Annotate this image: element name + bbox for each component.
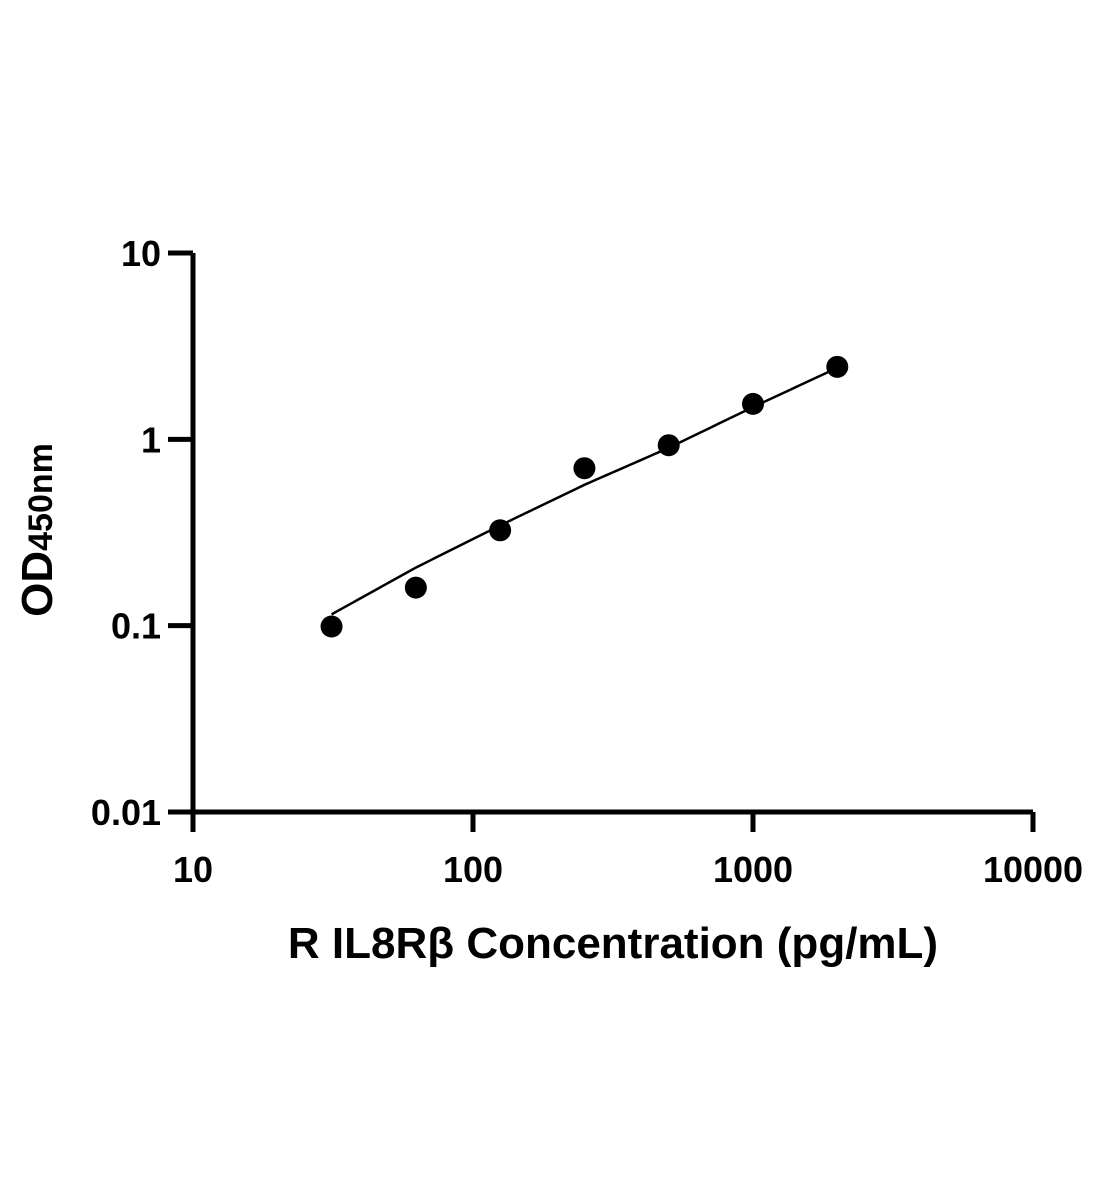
data-point: [657, 434, 680, 457]
data-point: [489, 519, 512, 542]
data-point: [742, 392, 764, 415]
x-axis-ticks: 10 100 1000 10000: [173, 812, 1083, 890]
y-tick-label: 0.1: [111, 606, 161, 647]
y-axis-title-sub: 450nm: [22, 443, 60, 551]
x-tick-label: 10: [173, 849, 213, 890]
y-axis-title: OD450nm: [13, 443, 62, 617]
y-axis-ticks: 0.01 0.1 1 10: [91, 233, 193, 833]
data-point: [573, 457, 596, 480]
data-point: [404, 576, 427, 599]
x-tick-label: 1000: [713, 849, 793, 890]
data-point: [826, 355, 849, 378]
y-tick-label: 10: [121, 233, 161, 274]
x-tick-label: 10000: [983, 849, 1083, 890]
y-tick-label: 0.01: [91, 792, 161, 833]
x-axis-title: R IL8Rβ Concentration (pg/mL): [288, 919, 938, 968]
y-axis-title-main: OD: [13, 551, 62, 617]
y-tick-label: 1: [141, 419, 161, 460]
data-points: [320, 355, 849, 638]
data-point: [320, 615, 343, 638]
x-tick-label: 100: [443, 849, 503, 890]
